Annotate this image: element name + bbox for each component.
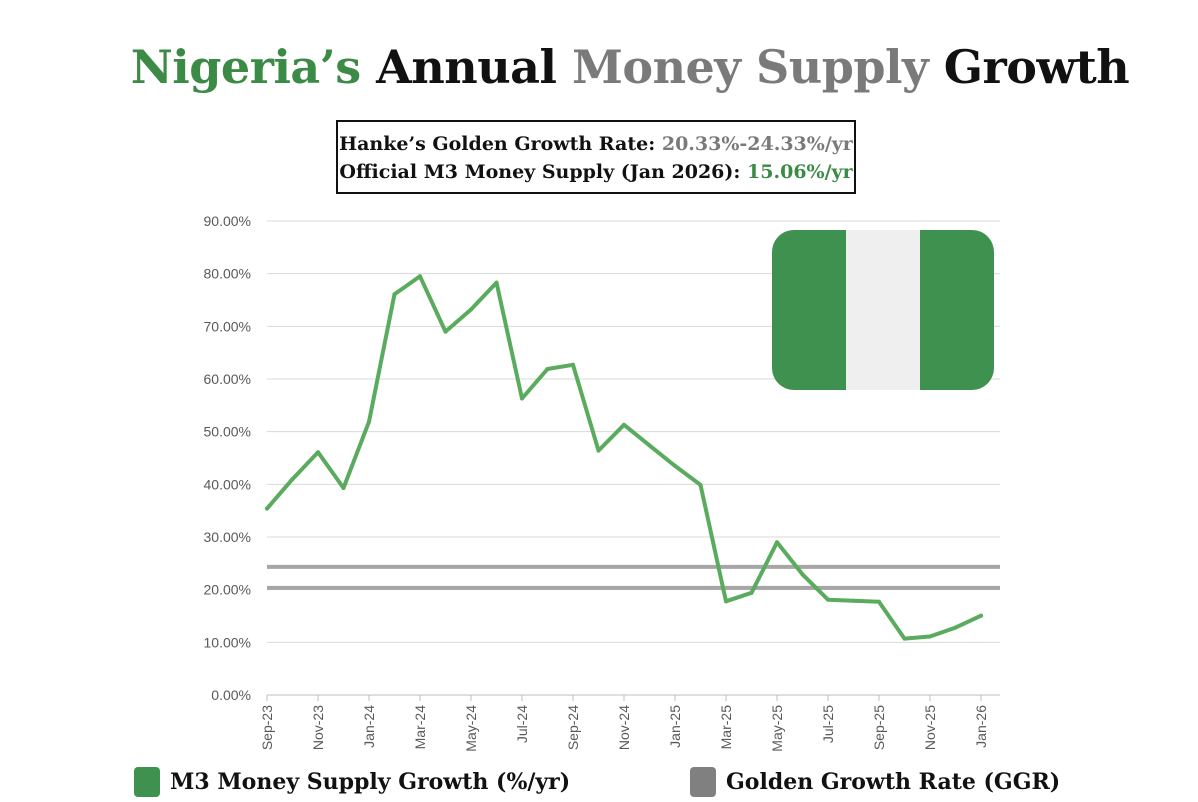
data-point <box>698 482 703 487</box>
x-tick-label: Nov-25 <box>922 705 938 750</box>
y-tick-label: 40.00% <box>204 476 251 492</box>
y-tick-label: 30.00% <box>204 529 251 545</box>
title-annual: Annual <box>376 40 557 94</box>
data-point <box>673 463 677 468</box>
data-point <box>749 590 754 595</box>
title-growth: Growth <box>943 40 1130 94</box>
x-tick-label: Jan-25 <box>667 705 683 748</box>
data-point <box>775 540 779 545</box>
data-point <box>494 280 499 285</box>
x-tick-label: Mar-25 <box>718 705 734 750</box>
x-axis-ticks: Sep-23 Nov-23 Jan-24 Mar-24 May-24 Jul-24 Sep-… <box>259 695 989 752</box>
y-tick-label: 50.00% <box>204 424 251 440</box>
title-money-supply: Money Supply <box>571 40 929 94</box>
data-point <box>520 396 524 401</box>
y-tick-label: 60.00% <box>204 371 251 387</box>
x-tick-label: Sep-25 <box>871 705 887 750</box>
flag-stripe-middle <box>846 230 920 390</box>
data-point <box>571 362 575 367</box>
legend-ggr-label: Golden Growth Rate (GGR) <box>726 769 1061 795</box>
data-point <box>418 274 422 279</box>
x-tick-label: Jan-24 <box>361 705 377 748</box>
x-tick-label: Sep-24 <box>565 705 581 750</box>
ggr-label: Hanke’s Golden Growth Rate: <box>339 133 656 155</box>
info-line-ggr: Hanke’s Golden Growth Rate: 20.33%-24.33… <box>338 130 854 158</box>
x-tick-label: Jul-25 <box>820 705 836 743</box>
y-tick-label: 80.00% <box>204 266 251 282</box>
data-point <box>596 448 601 453</box>
y-axis-ticks: 0.00% 10.00% 20.00% 30.00% 40.00% 50.00% 60.00… <box>204 213 251 703</box>
data-point <box>545 366 550 371</box>
x-tick-label: May-25 <box>769 705 785 752</box>
data-point <box>316 450 320 455</box>
y-tick-label: 90.00% <box>204 213 251 229</box>
ggr-band <box>267 564 1000 590</box>
flag-stripe-left <box>772 230 846 390</box>
data-point <box>341 486 346 491</box>
data-point <box>851 598 856 603</box>
data-point <box>902 636 907 641</box>
x-tick-label: May-24 <box>463 705 479 752</box>
data-point <box>290 477 295 482</box>
title-country: Nigeria’s <box>130 40 361 94</box>
legend-ggr-swatch <box>690 767 716 797</box>
legend-ggr: Golden Growth Rate (GGR) <box>690 766 1060 798</box>
data-point <box>928 634 932 639</box>
data-point <box>979 613 983 618</box>
x-tick-label: Mar-24 <box>412 705 428 750</box>
data-point <box>826 597 830 602</box>
flag-stripe-right <box>920 230 994 390</box>
y-tick-label: 0.00% <box>211 687 251 703</box>
data-point <box>392 292 397 297</box>
m3-label: Official M3 Money Supply (Jan 2026): <box>339 161 741 183</box>
y-tick-label: 70.00% <box>204 318 251 334</box>
info-box: Hanke’s Golden Growth Rate: 20.33%-24.33… <box>336 120 856 194</box>
m3-value: 15.06%/yr <box>747 161 853 183</box>
data-point <box>800 572 805 577</box>
data-point <box>622 422 626 427</box>
data-point <box>877 599 881 604</box>
x-tick-label: Sep-23 <box>259 705 275 750</box>
data-point <box>469 307 473 312</box>
y-tick-label: 10.00% <box>204 634 251 650</box>
legend-m3-swatch <box>134 767 160 797</box>
legend-m3: M3 Money Supply Growth (%/yr) <box>134 766 570 798</box>
data-point <box>367 419 371 424</box>
x-tick-label: Jul-24 <box>514 705 530 743</box>
x-tick-label: Jan-26 <box>973 705 989 748</box>
data-point <box>953 625 958 630</box>
data-point <box>265 506 269 511</box>
x-tick-label: Nov-24 <box>616 705 632 750</box>
y-tick-label: 20.00% <box>204 582 251 598</box>
info-line-m3: Official M3 Money Supply (Jan 2026): 15.… <box>338 158 854 186</box>
series-m3 <box>265 274 983 641</box>
legend-m3-label: M3 Money Supply Growth (%/yr) <box>170 769 571 795</box>
data-point <box>647 443 652 448</box>
data-point <box>443 329 448 334</box>
nigeria-flag <box>772 230 994 390</box>
data-point <box>724 599 728 604</box>
page-title: Nigeria’s Annual Money Supply Growth <box>0 40 1198 94</box>
ggr-value: 20.33%-24.33%/yr <box>661 133 853 155</box>
x-tick-label: Nov-23 <box>310 705 326 750</box>
